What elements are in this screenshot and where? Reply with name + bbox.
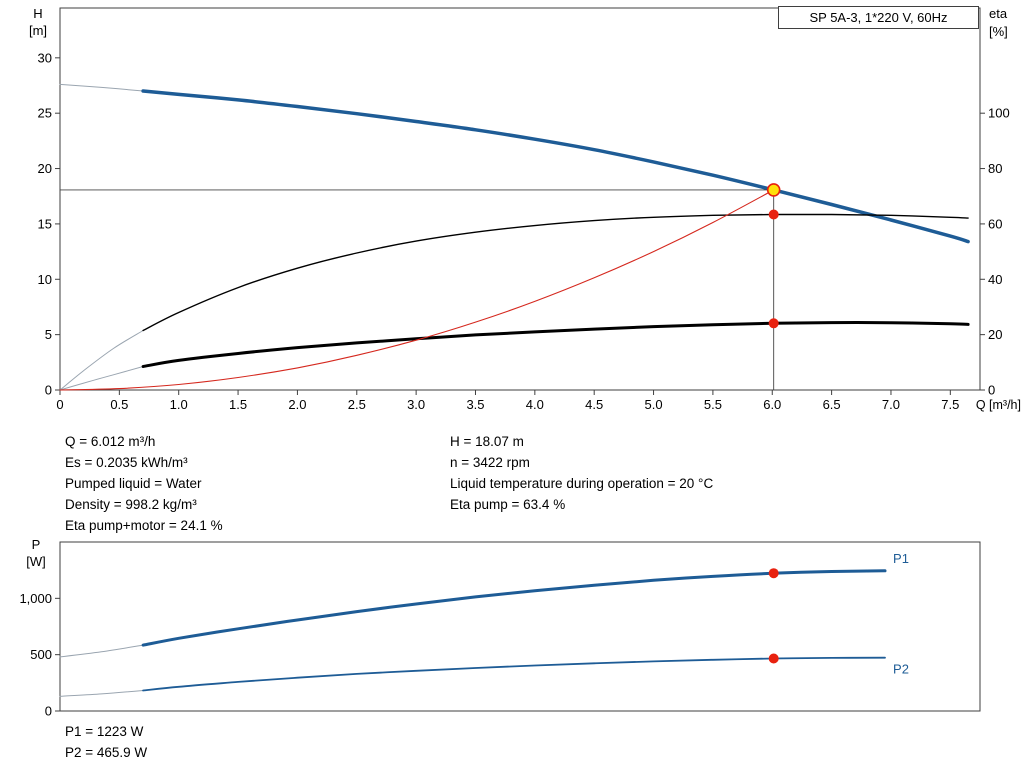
y-left-tick-label: 20 [38, 161, 52, 176]
y-right-tick-label: 100 [988, 106, 1010, 121]
p2-duty-marker [768, 653, 779, 664]
x-tick-label: 6.0 [763, 397, 781, 412]
y-left-tick-label: 10 [38, 272, 52, 287]
x-tick-label: 7.0 [882, 397, 900, 412]
x-tick-label: 4.5 [585, 397, 603, 412]
y-right-tick-label: 0 [988, 383, 995, 398]
p2-value-line: P2 = 465.9 W [65, 745, 148, 760]
p1-duty-marker [768, 568, 779, 579]
p1-curve [141, 569, 887, 647]
y-left-axis-name: H [33, 6, 42, 21]
power-y-tick-label: 0 [45, 704, 52, 719]
power-chart[interactable]: 0 500 1,000 P [W] P1 P2 [0, 533, 1024, 728]
y-right-tick-label: 60 [988, 216, 1002, 231]
info-line-eta-pump-motor: Eta pump+motor = 24.1 % [65, 518, 223, 533]
info-line-h: H = 18.07 m [450, 434, 524, 449]
info-line-temperature: Liquid temperature during operation = 20… [450, 476, 714, 491]
x-tick-label: 4.0 [526, 397, 544, 412]
x-axis-label: Q [m³/h] [976, 398, 1021, 412]
x-tick-label: 1.5 [229, 397, 247, 412]
hq-eta-chart[interactable]: 0 0.5 1.0 1.5 2.0 2.5 3.0 3.5 4.0 4.5 5.0 5.5 6.0 6.5… [0, 0, 1024, 420]
y-right-tick-label: 80 [988, 161, 1002, 176]
hq-plot-area[interactable] [59, 7, 981, 391]
x-tick-label: 1.0 [170, 397, 188, 412]
power-axis-unit: [W] [26, 554, 46, 569]
power-axis-name: P [32, 537, 41, 552]
system-curve [59, 189, 775, 391]
info-line-eta-pump: Eta pump = 63.4 % [450, 497, 566, 512]
y-left-tick-label: 0 [45, 383, 52, 398]
x-tick-label: 5.5 [704, 397, 722, 412]
eta-pump-motor-curve [141, 321, 970, 368]
info-line-es: Es = 0.2035 kWh/m³ [65, 455, 188, 470]
x-tick-label: 7.5 [941, 397, 959, 412]
eta-pump-extrapolation [59, 330, 144, 391]
p1-curve-label: P1 [893, 551, 909, 566]
x-tick-label: 2.0 [288, 397, 306, 412]
y-left-tick-label: 5 [45, 327, 52, 342]
y-right-tick-label: 20 [988, 327, 1002, 342]
y-right-axis-name: eta [989, 6, 1008, 21]
x-tick-label: 3.0 [407, 397, 425, 412]
pump-curve [141, 89, 970, 244]
x-tick-label: 5.0 [645, 397, 663, 412]
p2-extrapolation [59, 690, 144, 697]
eta-pump-motor-extrapolation [59, 366, 144, 391]
eta-pump-motor-duty-marker [768, 318, 779, 329]
eta-pump-curve [142, 213, 969, 332]
pump-curve-extrapolation [59, 83, 144, 92]
x-tick-label: 0.5 [110, 397, 128, 412]
eta-pump-duty-marker [768, 209, 779, 220]
p2-curve-label: P2 [893, 662, 909, 677]
y-left-tick-label: 15 [38, 216, 52, 231]
y-left-tick-label: 30 [38, 50, 52, 65]
power-y-tick-label: 1,000 [19, 591, 52, 606]
y-left-tick-label: 25 [38, 106, 52, 121]
info-line-density: Density = 998.2 kg/m³ [65, 497, 197, 512]
y-right-tick-label: 40 [988, 272, 1002, 287]
x-tick-label: 2.5 [348, 397, 366, 412]
info-line-liquid: Pumped liquid = Water [65, 476, 202, 491]
p1-value-line: P1 = 1223 W [65, 724, 144, 739]
duty-point-marker[interactable] [766, 183, 781, 197]
x-tick-label: 0 [56, 397, 63, 412]
info-line-q: Q = 6.012 m³/h [65, 434, 156, 449]
duty-info-left-column: Q = 6.012 m³/h Es = 0.2035 kWh/m³ Pumped… [65, 431, 223, 536]
info-line-speed: n = 3422 rpm [450, 455, 530, 470]
pump-model-box: SP 5A-3, 1*220 V, 60Hz [778, 6, 979, 29]
power-info-block: P1 = 1223 W P2 = 465.9 W [65, 721, 147, 763]
x-tick-label: 6.5 [823, 397, 841, 412]
y-right-axis-unit: [%] [989, 24, 1008, 39]
p1-extrapolation [59, 644, 144, 658]
p2-curve [142, 656, 886, 692]
power-y-tick-label: 500 [30, 647, 52, 662]
duty-info-right-column: H = 18.07 m n = 3422 rpm Liquid temperat… [450, 431, 713, 515]
y-left-axis-unit: [m] [29, 23, 47, 38]
x-tick-label: 3.5 [466, 397, 484, 412]
